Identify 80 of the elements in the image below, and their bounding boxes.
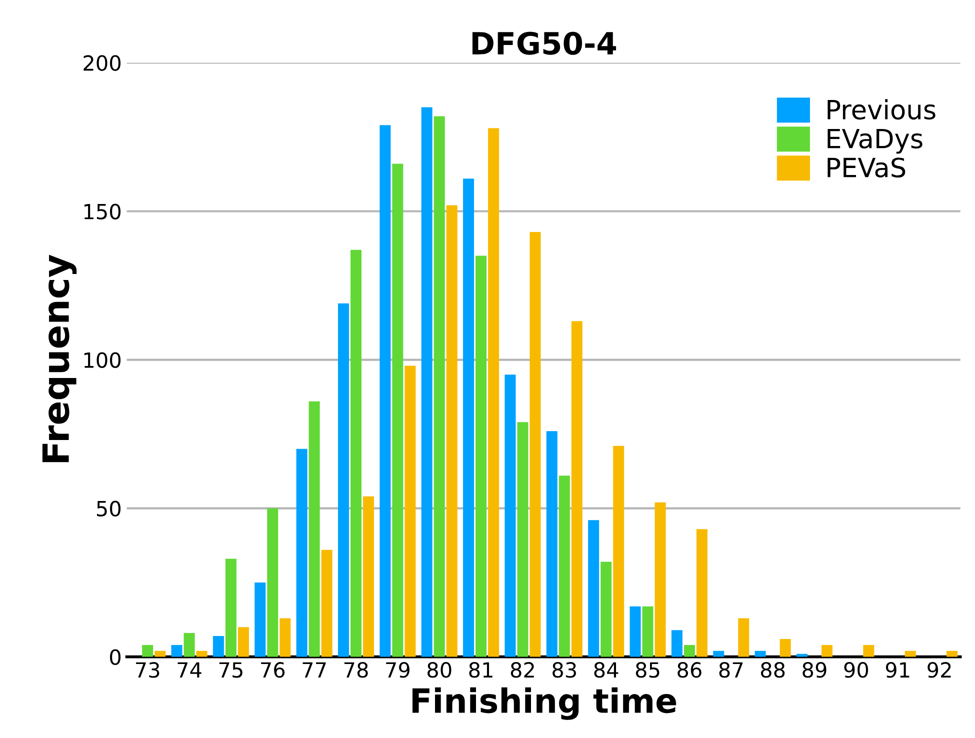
x-tick-label: 87: [719, 662, 743, 678]
x-tick-label: 80: [428, 662, 452, 678]
bar: [684, 644, 695, 657]
bar: [212, 636, 224, 657]
x-tick-label: 79: [386, 662, 410, 678]
bar: [421, 107, 432, 657]
legend-label: Previous: [828, 99, 936, 120]
bar: [446, 205, 458, 657]
bar: [267, 508, 278, 657]
bar: [754, 650, 766, 657]
bar: [863, 644, 874, 657]
bar: [171, 644, 182, 657]
x-tick-label: 78: [344, 662, 368, 678]
x-tick-label: 84: [594, 662, 618, 678]
bar: [642, 606, 654, 657]
bar: [517, 422, 528, 657]
x-tick-label: 83: [552, 662, 576, 678]
bar: [696, 529, 708, 657]
bar: [738, 618, 750, 657]
bar: [463, 178, 474, 657]
bar: [238, 627, 249, 657]
bar: [434, 116, 445, 657]
chart-title: DFG50-4: [472, 32, 616, 55]
x-tick-label: 91: [886, 662, 910, 678]
y-tick-label: 100: [84, 352, 121, 368]
bar: [280, 618, 291, 657]
bar: [571, 321, 582, 657]
bar: [321, 550, 332, 657]
x-tick-label: 75: [219, 662, 242, 678]
bar: [254, 582, 266, 657]
bar: [142, 644, 154, 657]
bar: [780, 638, 791, 657]
bar: [154, 650, 166, 657]
x-tick-label: 92: [928, 662, 951, 678]
bar: [904, 650, 916, 657]
x-tick-label: 86: [678, 662, 702, 678]
bar: [350, 250, 362, 657]
bar: [504, 374, 516, 657]
bar: [588, 520, 600, 657]
bar: [225, 558, 236, 657]
x-tick-label: 89: [802, 662, 826, 678]
y-axis-title: Frequency: [42, 254, 77, 462]
x-tick-label: 81: [469, 662, 492, 678]
x-tick-label: 85: [636, 662, 660, 678]
bar: [363, 496, 374, 657]
bar: [196, 650, 208, 657]
y-tick-label: 0: [110, 649, 121, 666]
x-axis-title: Finishing time: [412, 687, 676, 720]
bar: [946, 650, 958, 657]
x-tick-label: 77: [302, 662, 326, 678]
y-tick-label: 200: [84, 55, 121, 71]
bar: [613, 446, 624, 657]
x-tick-label: 73: [136, 662, 160, 678]
y-tick-label: 50: [96, 500, 121, 517]
legend-label: EVaDys: [828, 128, 922, 154]
bar: [380, 125, 391, 657]
x-tick-label: 88: [760, 662, 785, 678]
bar: [630, 606, 641, 657]
bar: [338, 303, 349, 657]
bar: [558, 476, 570, 657]
bar: [654, 502, 666, 657]
bar: [308, 401, 320, 657]
bar: [392, 164, 404, 657]
bar: [600, 562, 612, 657]
bar: [184, 633, 195, 657]
bar: [713, 650, 724, 657]
y-tick-label: 150: [84, 204, 121, 220]
x-tick-label: 74: [178, 662, 202, 678]
bar: [671, 630, 682, 657]
x-tick-label: 82: [510, 662, 534, 678]
legend-label: PEVaS: [828, 158, 906, 178]
bar: [296, 448, 308, 657]
bar: [488, 128, 500, 657]
bar: [546, 431, 558, 657]
bar: [821, 644, 832, 657]
x-tick-label: 90: [844, 662, 868, 678]
bar: [476, 256, 487, 657]
bar: [530, 232, 541, 657]
bar: [404, 366, 416, 657]
x-tick-label: 76: [261, 662, 285, 678]
